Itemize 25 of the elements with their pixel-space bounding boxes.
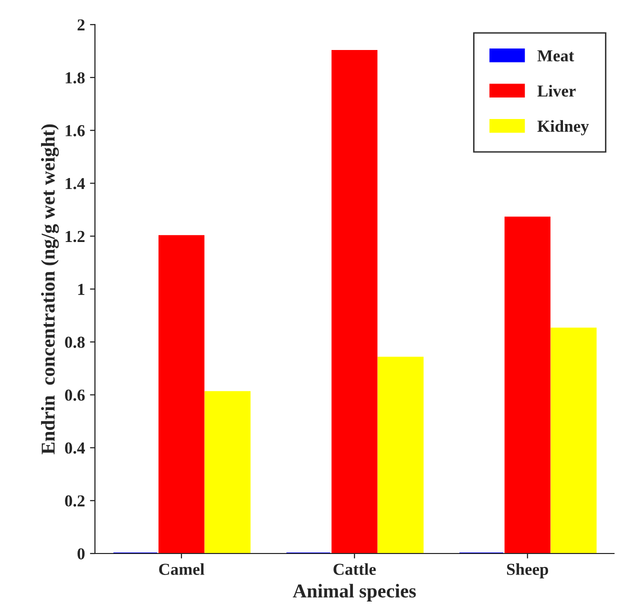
y-tick-label: 0.6: [65, 390, 85, 401]
bar: [504, 216, 550, 554]
x-tick-label: Sheep: [507, 563, 548, 578]
x-tick-label: Cattle: [334, 563, 376, 575]
legend-label: Liver: [537, 84, 576, 97]
y-tick-label: 2: [78, 19, 85, 30]
x-tick-label: Camel: [159, 563, 204, 575]
bar: [158, 235, 204, 554]
y-axis-title: Endrin concentration (ng/g wet weight): [41, 124, 59, 454]
y-tick-label: 0: [78, 548, 85, 560]
y-tick-label: 0.4: [65, 442, 85, 454]
y-tick-label: 1.4: [66, 178, 85, 190]
legend-label: Kidney: [537, 120, 589, 136]
y-tick-label: 1.2: [66, 230, 85, 242]
y-tick-label: 1.8: [66, 72, 85, 84]
y-tick-label: 0.2: [65, 495, 85, 507]
y-tick-label: 0.8: [65, 336, 85, 348]
legend-label: Meat: [537, 50, 574, 62]
y-tick-label: 1.6: [66, 125, 85, 136]
x-axis-title: Animal species: [292, 584, 416, 602]
bar: [332, 50, 378, 554]
y-tick-label: 1: [78, 284, 84, 295]
bar: [550, 328, 597, 554]
bar: [378, 356, 424, 554]
bar: [204, 391, 251, 554]
